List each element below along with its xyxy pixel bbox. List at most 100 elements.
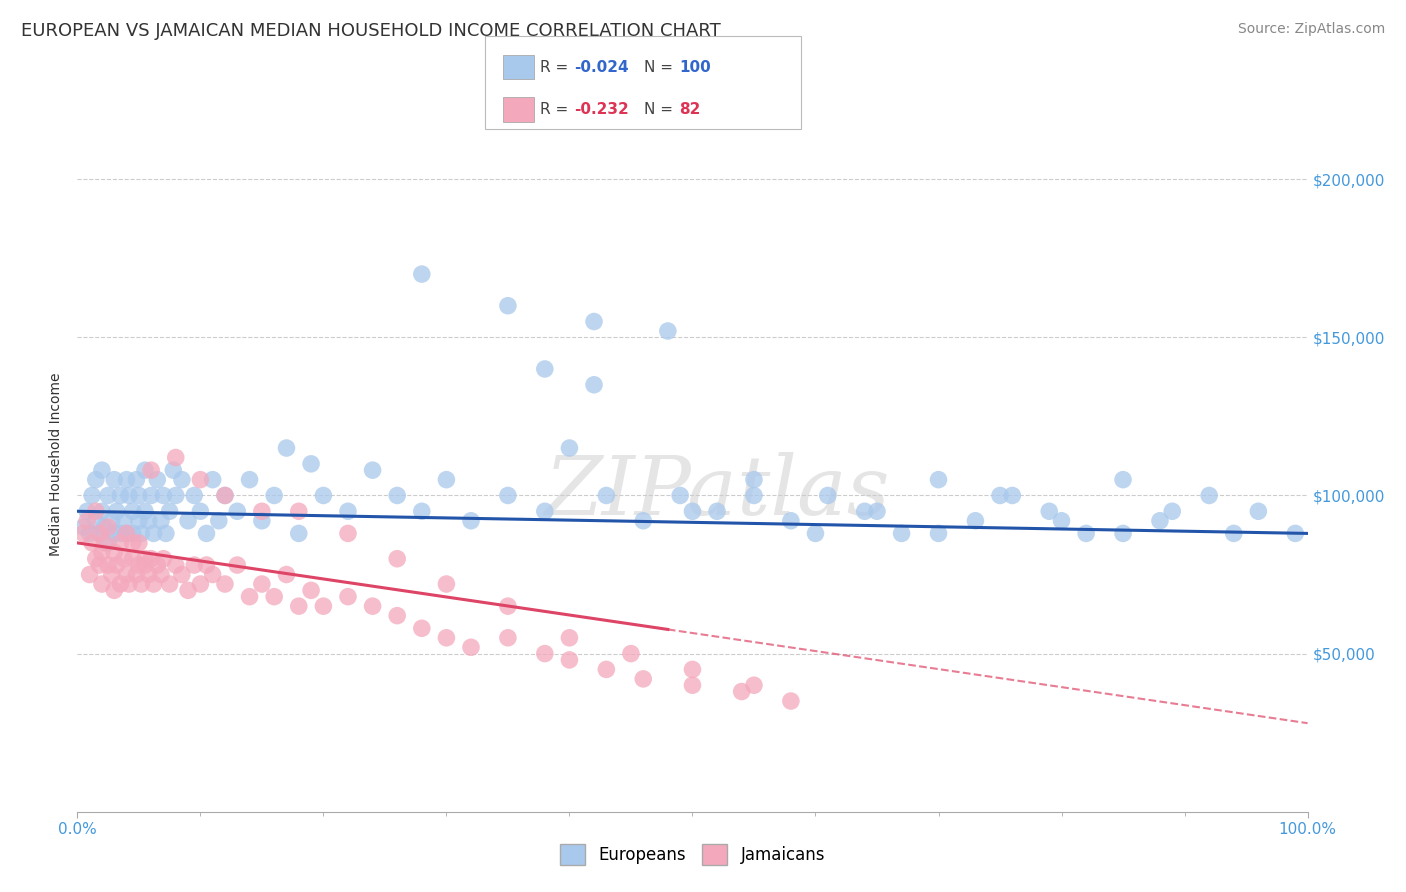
Point bbox=[1284, 526, 1306, 541]
Point bbox=[84, 514, 107, 528]
Point bbox=[195, 558, 218, 572]
Point bbox=[141, 488, 163, 502]
Point bbox=[337, 590, 360, 604]
Text: -0.024: -0.024 bbox=[574, 60, 628, 75]
Point bbox=[103, 583, 125, 598]
Point bbox=[195, 526, 218, 541]
Point bbox=[183, 488, 205, 502]
Point bbox=[159, 504, 181, 518]
Text: -0.232: -0.232 bbox=[574, 102, 628, 117]
Point bbox=[496, 299, 519, 313]
Point bbox=[558, 631, 581, 645]
Point bbox=[853, 504, 876, 518]
Point bbox=[1161, 504, 1184, 518]
Point bbox=[112, 551, 135, 566]
Point bbox=[141, 551, 163, 566]
Point bbox=[620, 647, 643, 661]
Point bbox=[105, 558, 128, 572]
Point bbox=[1198, 488, 1220, 502]
Point bbox=[188, 504, 212, 518]
Point bbox=[134, 558, 156, 572]
Point bbox=[742, 488, 765, 502]
Point bbox=[742, 678, 765, 692]
Point bbox=[804, 526, 827, 541]
Point bbox=[129, 526, 153, 541]
Point bbox=[110, 577, 132, 591]
Point bbox=[128, 488, 150, 502]
Point bbox=[128, 536, 150, 550]
Point bbox=[115, 526, 138, 541]
Point bbox=[115, 473, 138, 487]
Point bbox=[97, 520, 120, 534]
Point bbox=[142, 526, 165, 541]
Point bbox=[110, 526, 132, 541]
Point bbox=[866, 504, 889, 518]
Point bbox=[928, 526, 950, 541]
Point bbox=[155, 526, 177, 541]
Point bbox=[103, 545, 125, 559]
Point bbox=[121, 536, 143, 550]
Text: R =: R = bbox=[540, 60, 574, 75]
Point bbox=[496, 631, 519, 645]
Text: R =: R = bbox=[540, 102, 574, 117]
Point bbox=[583, 377, 606, 392]
Point bbox=[93, 520, 115, 534]
Point bbox=[76, 504, 98, 518]
Point bbox=[208, 514, 231, 528]
Point bbox=[170, 567, 193, 582]
Point bbox=[742, 473, 765, 487]
Point bbox=[152, 551, 174, 566]
Point bbox=[146, 558, 169, 572]
Point bbox=[1112, 526, 1135, 541]
Point bbox=[682, 662, 704, 676]
Point bbox=[288, 504, 311, 518]
Point bbox=[436, 473, 458, 487]
Text: 100: 100 bbox=[679, 60, 711, 75]
Point bbox=[177, 583, 200, 598]
Legend: Europeans, Jamaicans: Europeans, Jamaicans bbox=[551, 836, 834, 873]
Point bbox=[1223, 526, 1246, 541]
Point bbox=[361, 599, 384, 614]
Point bbox=[90, 504, 114, 518]
Point bbox=[82, 536, 104, 550]
Point bbox=[79, 526, 101, 541]
Point bbox=[188, 473, 212, 487]
Point bbox=[250, 577, 273, 591]
Point bbox=[165, 488, 187, 502]
Point bbox=[188, 577, 212, 591]
Point bbox=[460, 514, 482, 528]
Point bbox=[965, 514, 987, 528]
Point bbox=[436, 577, 458, 591]
Point bbox=[780, 694, 803, 708]
Point bbox=[1050, 514, 1073, 528]
Point bbox=[682, 504, 704, 518]
Point bbox=[72, 526, 94, 541]
Point bbox=[97, 536, 120, 550]
Point bbox=[436, 631, 458, 645]
Point bbox=[534, 647, 557, 661]
Point bbox=[780, 514, 803, 528]
Point bbox=[129, 577, 153, 591]
Point bbox=[138, 567, 160, 582]
Point bbox=[385, 488, 409, 502]
Point bbox=[110, 536, 132, 550]
Point bbox=[226, 504, 249, 518]
Point bbox=[411, 621, 433, 635]
Point bbox=[288, 599, 311, 614]
Text: EUROPEAN VS JAMAICAN MEDIAN HOUSEHOLD INCOME CORRELATION CHART: EUROPEAN VS JAMAICAN MEDIAN HOUSEHOLD IN… bbox=[21, 22, 721, 40]
Point bbox=[165, 558, 187, 572]
Point bbox=[90, 463, 114, 477]
Point bbox=[657, 324, 679, 338]
Point bbox=[150, 567, 173, 582]
Point bbox=[103, 526, 125, 541]
Point bbox=[84, 551, 107, 566]
Y-axis label: Median Household Income: Median Household Income bbox=[49, 372, 63, 556]
Point bbox=[460, 640, 482, 655]
Point bbox=[1112, 473, 1135, 487]
Text: N =: N = bbox=[644, 102, 683, 117]
Point bbox=[125, 473, 148, 487]
Point bbox=[558, 441, 581, 455]
Text: N =: N = bbox=[644, 60, 678, 75]
Point bbox=[385, 608, 409, 623]
Point bbox=[201, 567, 224, 582]
